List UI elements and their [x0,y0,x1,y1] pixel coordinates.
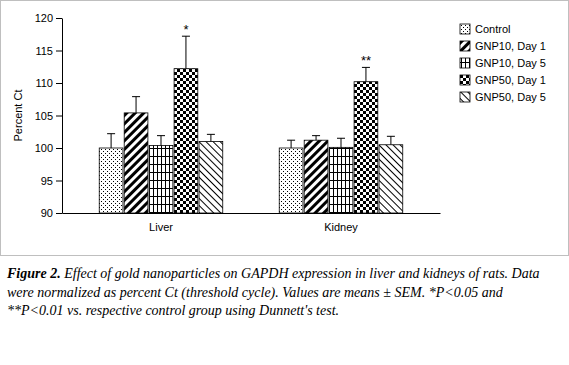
legend-label: GNP50, Day 1 [475,74,546,86]
legend-swatch [460,58,470,68]
error-bar [387,136,395,144]
bar [149,145,173,213]
x-tick: Kidney [324,213,358,233]
legend-item: Control [460,23,510,35]
y-axis-line [62,19,63,214]
y-tick-label: 95 [41,175,53,187]
y-tick: 100 [35,142,62,154]
error-bar-cap [387,136,395,137]
y-tick-label: 110 [35,77,53,89]
error-bar-cap [157,135,165,136]
error-bar-cap [312,135,320,136]
error-bar-stem [136,97,137,113]
error-bar-cap [207,134,215,135]
y-tick: 90 [41,207,62,219]
chart-frame [1,1,569,256]
legend-label: GNP10, Day 5 [475,57,546,69]
legend-label: GNP50, Day 5 [475,91,546,103]
y-tick-label: 105 [35,110,53,122]
legend-swatch [460,75,470,85]
error-bar-stem [390,136,391,144]
y-tick-mark [56,83,62,84]
y-tick-mark [56,181,62,182]
y-tick-label: 115 [35,45,53,57]
error-bar [207,134,215,141]
error-bar-stem [365,67,366,81]
caption-line: were normalized as percent Ct (threshold… [7,285,504,301]
error-bar-cap [132,96,140,97]
y-tick-label: 90 [41,207,53,219]
x-axis: Liver Kidney [63,213,441,233]
error-bar [157,136,165,146]
y-tick: 110 [35,77,62,89]
bar [304,140,328,213]
y-tick-mark [56,51,62,52]
error-bar-stem [161,136,162,146]
error-bar [337,138,345,147]
bar [99,148,123,213]
annotation: * [183,22,188,37]
legend-swatch [460,41,470,51]
y-tick: 120 [35,12,62,24]
y-tick-mark [56,18,62,19]
legend-item: GNP50, Day 5 [460,91,546,103]
x-tick: Liver [149,213,173,233]
y-tick-mark [56,213,62,214]
error-bar-stem [341,138,342,147]
legend-label: GNP10, Day 1 [475,40,546,52]
bar [124,113,148,213]
y-axis-title: Percent Ct [12,90,24,142]
legend: Control GNP10, Day 1 GNP10, Day 5 GNP50, Da… [460,23,546,103]
caption-line: Figure 2. Effect of gold nanoparticles o… [6,266,540,281]
legend-item: GNP10, Day 1 [460,40,546,52]
error-bar-stem [210,134,211,141]
legend-swatch [460,24,470,34]
x-tick-label: Kidney [324,221,358,233]
error-bar [287,140,295,148]
annotation: ** [361,53,371,68]
error-bar [132,97,140,113]
error-bar [107,134,115,148]
legend-label: Control [475,23,510,35]
bar [354,82,378,213]
bar [329,147,353,213]
y-tick-mark [56,116,62,117]
y-tick: 105 [35,110,62,122]
error-bar [312,136,320,141]
x-axis-line [63,213,441,214]
error-bar [362,67,370,81]
y-axis: 90 95 100 105 110 115 120 [35,12,63,219]
bar [279,148,303,213]
error-bar-stem [316,136,317,141]
y-tick: 115 [35,45,62,57]
error-bar-cap [287,140,295,141]
error-bar-stem [185,36,186,68]
y-tick-label: 100 [35,142,53,154]
error-bar [182,36,190,68]
bar [199,142,223,214]
legend-item: GNP50, Day 1 [460,74,546,86]
bar [174,69,198,213]
legend-item: GNP10, Day 5 [460,57,546,69]
bars [99,36,403,213]
chart: 90 95 100 105 110 115 120 Liver Kidney Percent Ct… [0,0,569,365]
y-tick-label: 120 [35,12,53,24]
bar [379,145,403,213]
error-bar-stem [111,134,112,148]
x-tick-label: Liver [149,221,173,233]
y-tick-mark [56,148,62,149]
caption-line: **P<0.01 vs. respective control group us… [7,303,339,318]
error-bar-cap [107,133,115,134]
legend-swatch [460,92,470,102]
error-bar-cap [337,138,345,139]
error-bar-stem [291,140,292,148]
y-tick: 95 [41,175,62,187]
